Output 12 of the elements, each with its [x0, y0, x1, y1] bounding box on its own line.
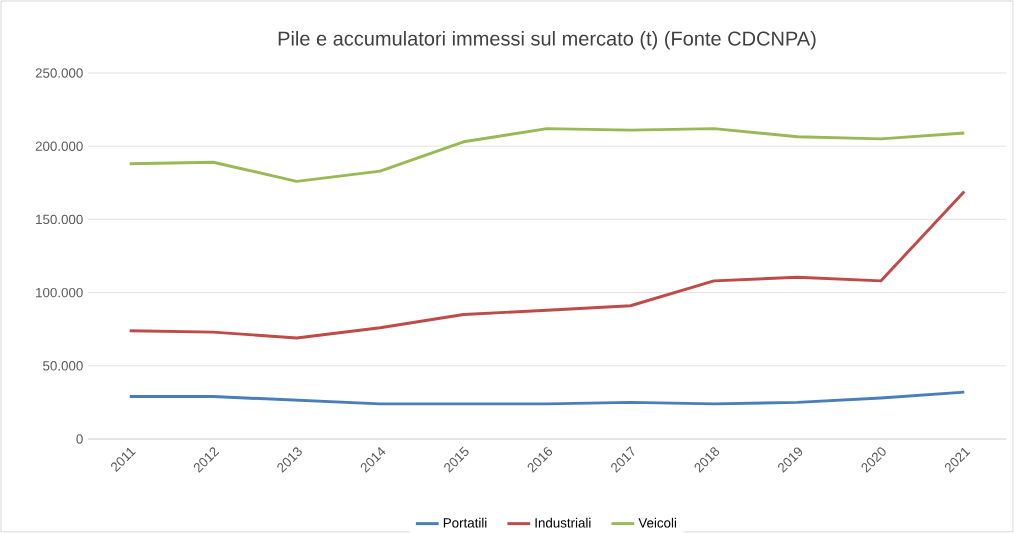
line-series [128, 127, 966, 183]
y-tick-label: 200.000 [35, 141, 83, 151]
legend-label: Portatili [443, 517, 487, 528]
chart-title: Pile e accumulatori immessi sul mercato (t) (Fonte CDCNPA) [278, 30, 816, 50]
y-tick-label: 50.000 [43, 361, 83, 371]
legend-label: Industriali [535, 517, 591, 528]
y-tick-label: 100.000 [36, 287, 83, 298]
y-tick-label: 150.000 [36, 214, 83, 225]
y-tick-label: 0 [76, 434, 83, 444]
legend-label: Veicoli [638, 517, 677, 528]
line-series [128, 190, 966, 340]
y-tick-label: 250.000 [35, 68, 83, 78]
